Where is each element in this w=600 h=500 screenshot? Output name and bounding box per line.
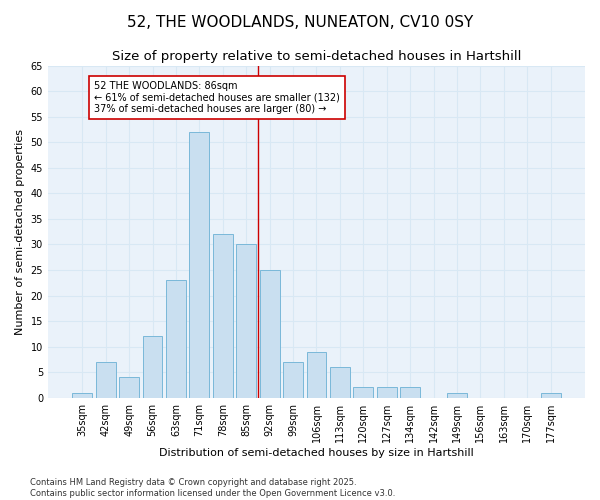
Bar [96, 362, 116, 398]
Bar [447, 392, 467, 398]
Bar [73, 392, 92, 398]
Bar [400, 388, 420, 398]
Bar [377, 388, 397, 398]
Bar [283, 362, 303, 398]
Bar [330, 367, 350, 398]
Bar [353, 388, 373, 398]
Bar [307, 352, 326, 398]
Bar [166, 280, 186, 398]
Bar [236, 244, 256, 398]
X-axis label: Distribution of semi-detached houses by size in Hartshill: Distribution of semi-detached houses by … [159, 448, 474, 458]
Y-axis label: Number of semi-detached properties: Number of semi-detached properties [15, 128, 25, 334]
Title: Size of property relative to semi-detached houses in Hartshill: Size of property relative to semi-detach… [112, 50, 521, 63]
Text: Contains HM Land Registry data © Crown copyright and database right 2025.
Contai: Contains HM Land Registry data © Crown c… [30, 478, 395, 498]
Bar [119, 378, 139, 398]
Bar [190, 132, 209, 398]
Bar [541, 392, 560, 398]
Bar [260, 270, 280, 398]
Bar [213, 234, 233, 398]
Bar [143, 336, 163, 398]
Text: 52, THE WOODLANDS, NUNEATON, CV10 0SY: 52, THE WOODLANDS, NUNEATON, CV10 0SY [127, 15, 473, 30]
Text: 52 THE WOODLANDS: 86sqm
← 61% of semi-detached houses are smaller (132)
37% of s: 52 THE WOODLANDS: 86sqm ← 61% of semi-de… [94, 81, 340, 114]
